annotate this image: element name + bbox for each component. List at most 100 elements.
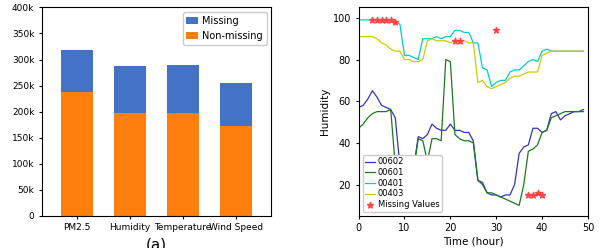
00401 [539, 50, 546, 53]
00403 [461, 39, 468, 42]
00401 [575, 50, 583, 53]
00601 [456, 137, 463, 140]
00401 [493, 81, 500, 84]
00403 [493, 85, 500, 88]
00602 [562, 114, 569, 117]
00401 [520, 64, 527, 67]
Bar [167, 113, 199, 216]
Line: 00403: 00403 [359, 37, 583, 89]
00401 [534, 60, 541, 63]
Missing Values [372, 18, 382, 22]
Missing Values [528, 193, 538, 197]
00601 [534, 143, 541, 146]
00401 [392, 21, 399, 24]
Missing Values [382, 18, 391, 22]
00401 [461, 31, 468, 34]
00401 [401, 54, 408, 57]
00601 [442, 58, 449, 61]
00403 [383, 43, 390, 46]
00403 [566, 50, 573, 53]
00403 [355, 35, 362, 38]
00601 [525, 150, 532, 153]
00602 [548, 112, 555, 115]
Bar [114, 113, 146, 216]
00403 [401, 58, 408, 61]
00602 [437, 129, 445, 132]
00401 [415, 58, 422, 61]
00602 [406, 168, 413, 171]
Missing Values [455, 39, 464, 43]
00602 [369, 89, 376, 92]
00602 [401, 166, 408, 169]
Line: 00601: 00601 [359, 60, 583, 205]
00602 [580, 108, 587, 111]
00602 [451, 129, 458, 132]
00403 [479, 79, 486, 82]
00401 [451, 29, 458, 32]
00601 [433, 137, 440, 140]
00602 [488, 193, 495, 196]
00401 [571, 50, 578, 53]
00403 [465, 41, 472, 44]
00401 [515, 68, 523, 71]
00602 [502, 193, 509, 196]
00401 [484, 68, 491, 71]
00403 [520, 73, 527, 76]
00602 [415, 135, 422, 138]
00401 [419, 37, 427, 40]
00602 [474, 179, 481, 182]
X-axis label: (a): (a) [146, 238, 167, 248]
00403 [410, 60, 417, 63]
00602 [552, 110, 559, 113]
00401 [557, 50, 564, 53]
00602 [433, 127, 440, 130]
00601 [515, 204, 523, 207]
00601 [539, 131, 546, 134]
00601 [575, 110, 583, 113]
00401 [406, 54, 413, 57]
00401 [387, 21, 394, 24]
00403 [392, 50, 399, 53]
00403 [419, 58, 427, 61]
00403 [373, 37, 380, 40]
00602 [359, 104, 367, 107]
00601 [461, 139, 468, 142]
Missing Values [538, 193, 547, 197]
00403 [437, 39, 445, 42]
00601 [447, 60, 454, 63]
00601 [383, 110, 390, 113]
00601 [506, 200, 514, 203]
00601 [566, 110, 573, 113]
00403 [497, 83, 505, 86]
00403 [433, 39, 440, 42]
00401 [566, 50, 573, 53]
00403 [470, 41, 477, 44]
00602 [534, 127, 541, 130]
00403 [396, 50, 403, 53]
00602 [484, 191, 491, 194]
00602 [419, 137, 427, 140]
00601 [562, 110, 569, 113]
00403 [424, 39, 431, 42]
00403 [428, 37, 436, 40]
00401 [447, 35, 454, 38]
00601 [359, 123, 367, 125]
00403 [415, 60, 422, 63]
00403 [562, 50, 569, 53]
00401 [433, 35, 440, 38]
00401 [424, 37, 431, 40]
00601 [493, 193, 500, 196]
Missing Values [377, 18, 386, 22]
00601 [488, 191, 495, 194]
00602 [470, 139, 477, 142]
00601 [571, 110, 578, 113]
00403 [525, 70, 532, 73]
00401 [552, 50, 559, 53]
00601 [552, 114, 559, 117]
Bar [61, 50, 93, 92]
00602 [520, 146, 527, 149]
Missing Values [386, 18, 395, 22]
00403 [474, 81, 481, 84]
00403 [548, 50, 555, 53]
Bar [220, 126, 252, 216]
